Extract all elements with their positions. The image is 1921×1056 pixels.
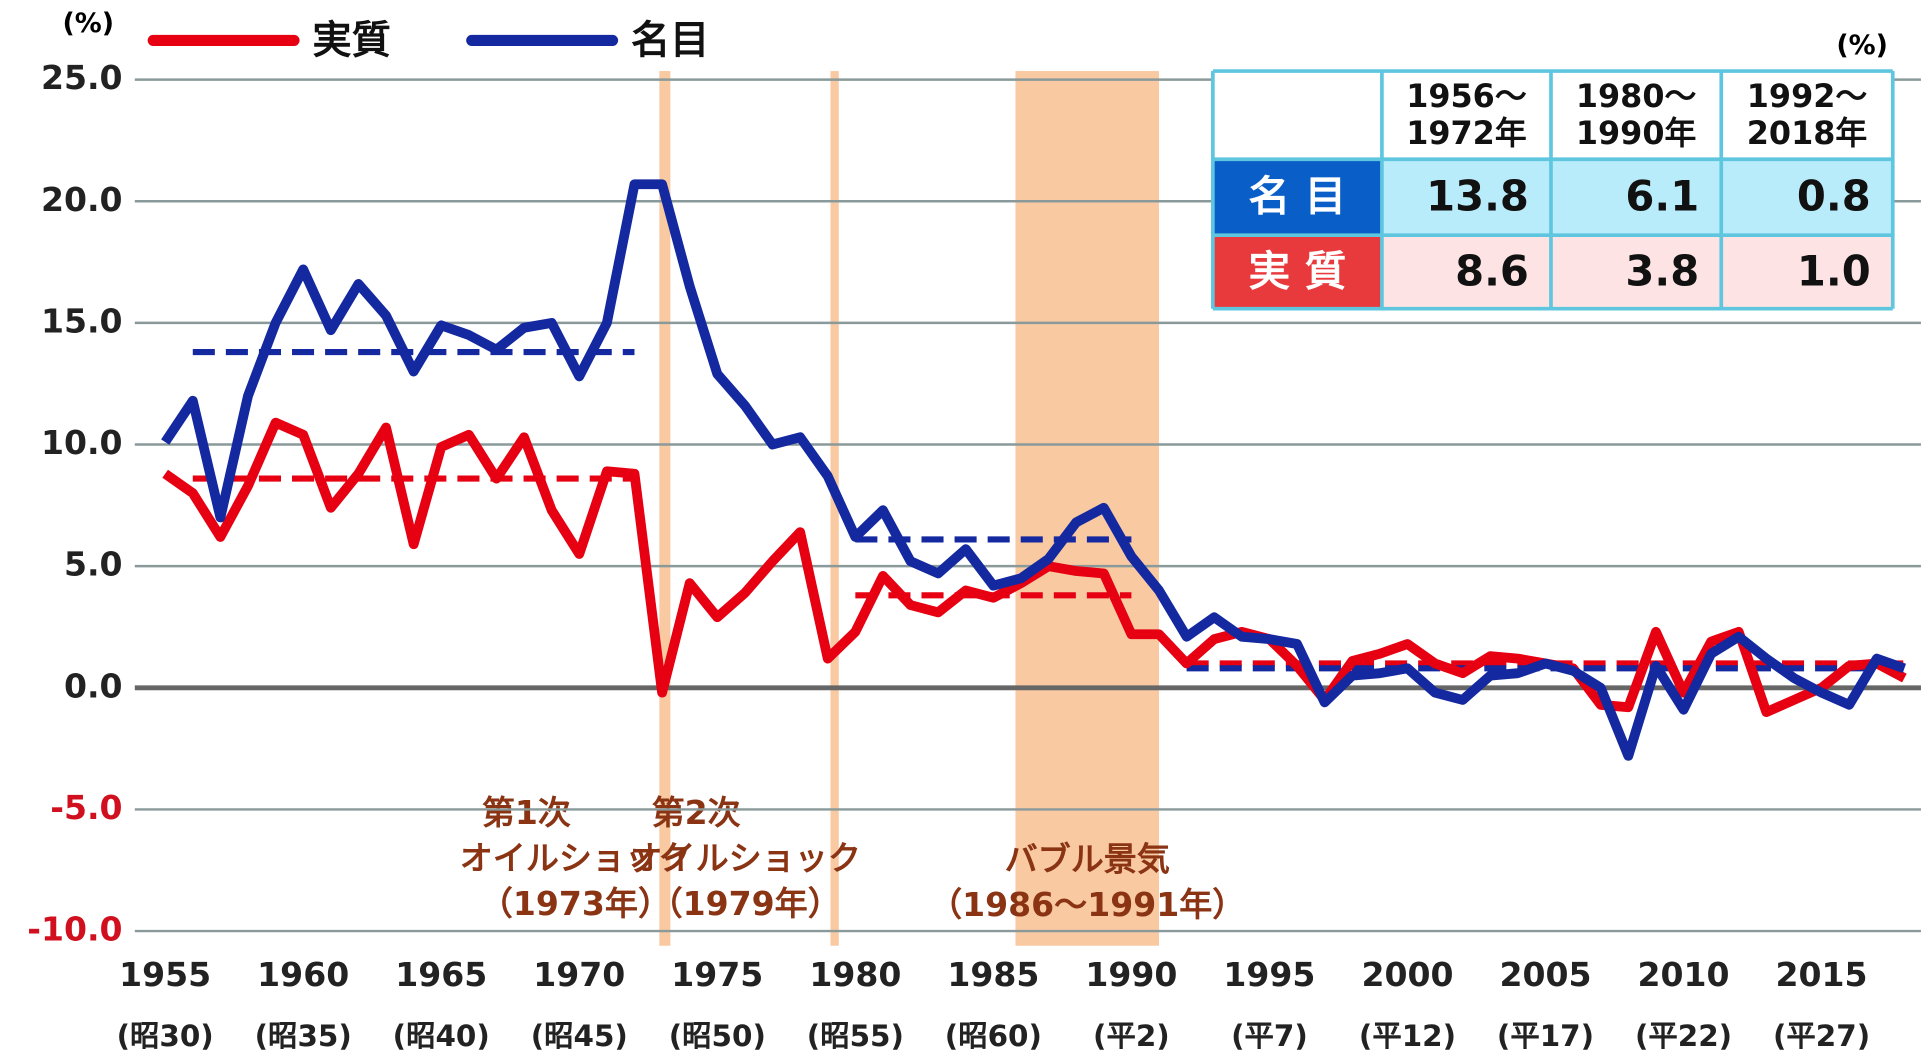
legend-label: 名目 xyxy=(631,18,709,63)
x-tick-label: 1995 xyxy=(1223,955,1315,994)
table-label-cell xyxy=(1212,235,1382,309)
shade xyxy=(659,71,671,946)
annotation: オイルショック xyxy=(629,838,860,877)
shade xyxy=(830,71,839,946)
x-tick-label: 1985 xyxy=(947,955,1039,994)
table-header: 1992〜 xyxy=(1747,77,1868,115)
series-line xyxy=(162,417,1907,718)
table-row-name: 名 目 xyxy=(1249,172,1347,221)
x-tick-label: 2005 xyxy=(1499,955,1591,994)
x-tick-sublabel: (昭40) xyxy=(393,1019,490,1053)
table-label-cell xyxy=(1212,159,1382,236)
x-tick-label: 1990 xyxy=(1085,955,1177,994)
x-tick-sublabel: (昭50) xyxy=(669,1019,766,1053)
x-tick-sublabel: (平7) xyxy=(1231,1019,1308,1053)
y-unit: (%) xyxy=(62,8,114,39)
table-row-name: 実 質 xyxy=(1249,246,1347,295)
table-unit: (%) xyxy=(1836,30,1888,61)
x-tick-label: 1965 xyxy=(395,955,487,994)
x-tick-sublabel: (昭35) xyxy=(255,1019,352,1053)
table-value: 8.6 xyxy=(1455,246,1529,295)
x-tick-sublabel: (平27) xyxy=(1773,1019,1870,1053)
table-cell xyxy=(1721,235,1893,309)
x-tick-sublabel: (昭60) xyxy=(945,1019,1042,1053)
table-value: 1.0 xyxy=(1797,246,1871,295)
x-tick-label: 2015 xyxy=(1776,955,1868,994)
series-line xyxy=(161,179,1907,761)
table-value: 13.8 xyxy=(1426,172,1529,221)
y-tick-label: -5.0 xyxy=(50,788,122,827)
y-tick-label: 5.0 xyxy=(64,545,123,584)
annotation: オイルショック xyxy=(460,838,691,877)
table-value: 0.8 xyxy=(1797,172,1871,221)
y-tick-label: 10.0 xyxy=(41,423,123,462)
x-tick-label: 1980 xyxy=(809,955,901,994)
x-tick-sublabel: (平17) xyxy=(1497,1019,1594,1053)
y-tick-label: 15.0 xyxy=(41,301,123,340)
table-header: 1990年 xyxy=(1576,114,1696,152)
annotation: （1986〜1991年） xyxy=(929,885,1245,924)
table-cell xyxy=(1381,235,1551,309)
x-tick-label: 1970 xyxy=(533,955,625,994)
annotation: （1973年） xyxy=(480,884,671,923)
y-tick-label: -10.0 xyxy=(27,910,122,949)
legend-label: 実質 xyxy=(312,18,390,63)
x-tick-label: 1955 xyxy=(119,955,211,994)
x-tick-sublabel: (平12) xyxy=(1359,1019,1456,1053)
x-tick-sublabel: (昭55) xyxy=(807,1019,904,1053)
y-tick-label: 20.0 xyxy=(41,180,123,219)
x-tick-sublabel: (昭45) xyxy=(531,1019,628,1053)
annotation: 第2次 xyxy=(652,793,741,832)
table-value: 6.1 xyxy=(1625,172,1699,221)
table-cell xyxy=(1721,159,1893,236)
table-header: 1972年 xyxy=(1406,114,1526,152)
x-tick-label: 1960 xyxy=(257,955,349,994)
x-tick-label: 1975 xyxy=(671,955,763,994)
table-cell xyxy=(1381,159,1551,236)
table-cell xyxy=(1550,159,1722,236)
x-tick-label: 2000 xyxy=(1361,955,1453,994)
x-tick-sublabel: (昭30) xyxy=(117,1019,214,1053)
annotation: バブル景気 xyxy=(1005,840,1170,879)
y-tick-label: 0.0 xyxy=(64,666,123,705)
table-header: 1956〜 xyxy=(1406,77,1527,115)
table-header: 1980〜 xyxy=(1576,77,1697,115)
x-tick-sublabel: (平2) xyxy=(1093,1019,1170,1053)
y-tick-label: 25.0 xyxy=(41,58,123,97)
table-value: 3.8 xyxy=(1625,246,1699,295)
annotation: （1979年） xyxy=(650,884,841,923)
shade xyxy=(1015,71,1160,946)
x-tick-label: 2010 xyxy=(1638,955,1730,994)
x-tick-sublabel: (平22) xyxy=(1635,1019,1732,1053)
table-header: 2018年 xyxy=(1747,114,1867,152)
table-cell xyxy=(1550,235,1722,309)
annotation: 第1次 xyxy=(482,793,571,832)
